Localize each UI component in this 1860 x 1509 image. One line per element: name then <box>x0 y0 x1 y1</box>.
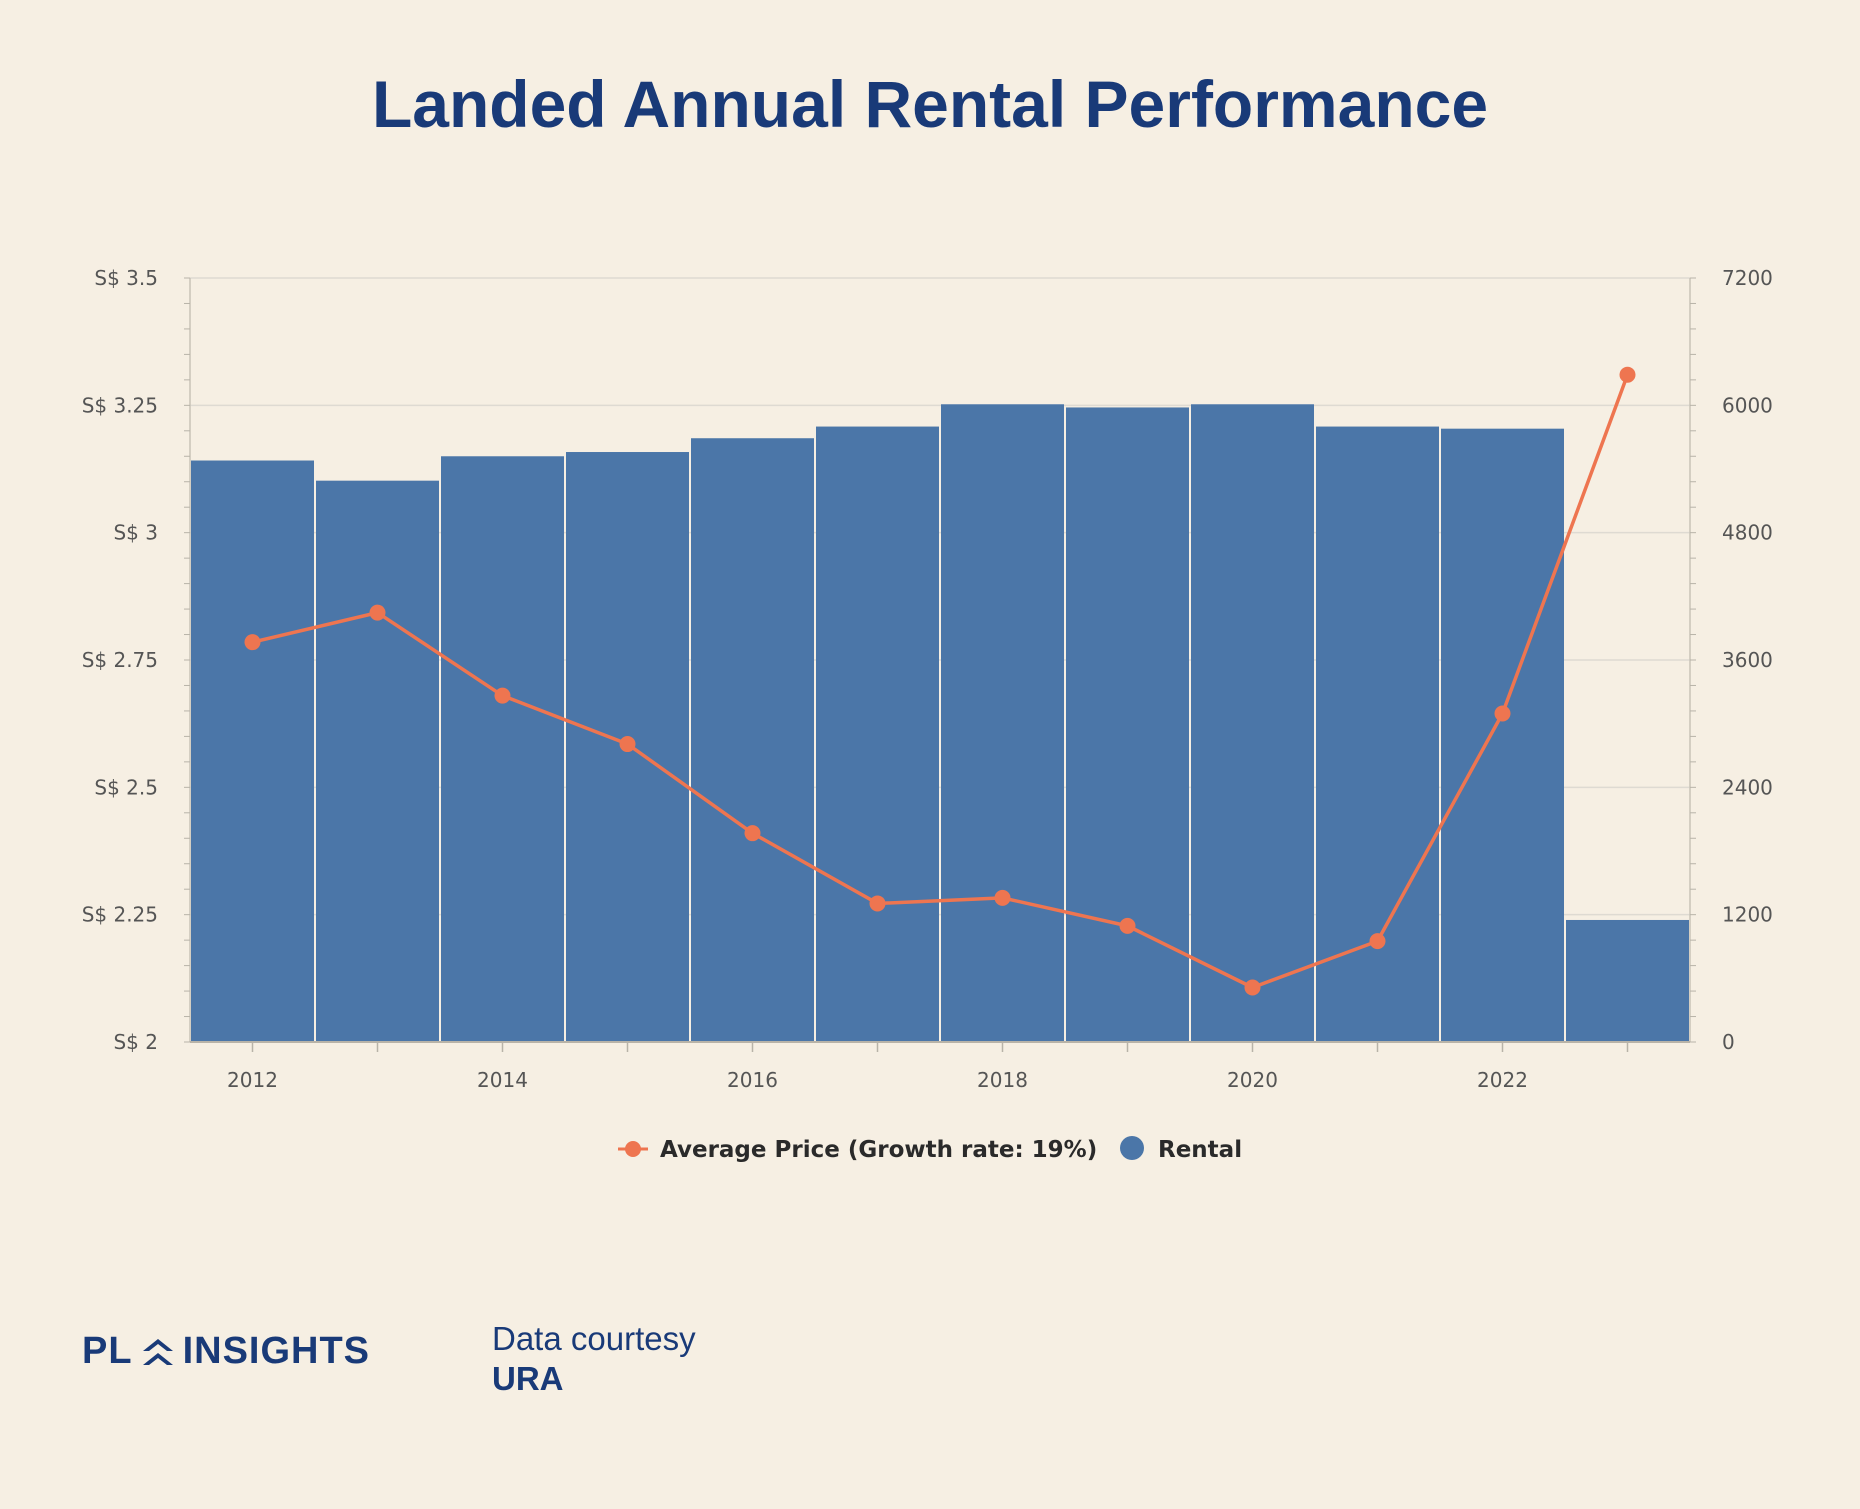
legend-bar-swatch <box>1120 1136 1144 1160</box>
rental-bar <box>316 480 439 1042</box>
left-tick-label: S$ 3.25 <box>82 393 158 417</box>
average-price-point <box>244 634 261 651</box>
x-axis-ticks: 2012 2014 2016 2018 2020 2022 <box>227 1042 1629 1092</box>
page-title: Landed Annual Rental Performance <box>371 67 1489 141</box>
left-tick-label: S$ 2.25 <box>82 903 158 927</box>
right-tick-label: 6000 <box>1722 393 1773 417</box>
data-courtesy: Data courtesy URA <box>492 1320 696 1398</box>
brand-chevron-icon <box>142 1338 173 1365</box>
brand-text-b: INSIGHTS <box>182 1330 371 1372</box>
rental-bar <box>1066 407 1189 1042</box>
x-tick-label: 2018 <box>977 1068 1028 1092</box>
average-price-point <box>1119 917 1136 934</box>
legend-item-rental[interactable]: Rental <box>1120 1136 1242 1163</box>
right-tick-label: 7200 <box>1722 266 1773 290</box>
right-tick-label: 3600 <box>1722 648 1773 672</box>
average-price-point <box>369 604 386 621</box>
rental-bar <box>1566 919 1689 1042</box>
average-price-point <box>1619 366 1636 383</box>
left-axis-ticks: S$ 2 S$ 2.25 S$ 2.5 S$ 2.75 S$ 3 S$ 3.25 S$ 3.… <box>82 266 158 1054</box>
left-tick-label: S$ 3.5 <box>94 266 158 290</box>
rental-bar <box>1191 404 1314 1042</box>
left-tick-label: S$ 3 <box>113 521 158 545</box>
average-price-point <box>994 889 1011 906</box>
average-price-point <box>744 825 761 842</box>
brand-logo: PL INSIGHTS <box>82 1330 370 1373</box>
axes <box>184 277 1696 1043</box>
left-tick-label: S$ 2.75 <box>82 648 158 672</box>
rental-bar <box>1441 428 1564 1043</box>
courtesy-label: Data courtesy <box>492 1320 696 1357</box>
average-price-line <box>244 366 1636 996</box>
x-tick-label: 2022 <box>1477 1068 1528 1092</box>
x-tick-label: 2016 <box>727 1068 778 1092</box>
left-tick-label: S$ 2 <box>113 1030 158 1054</box>
average-price-point <box>1494 705 1511 722</box>
legend-label-average-price: Average Price (Growth rate: 19%) <box>660 1137 1097 1163</box>
right-axis-ticks: 0 1200 2400 3600 4800 6000 7200 <box>1722 266 1773 1054</box>
legend-line-marker <box>625 1141 641 1157</box>
average-price-point <box>619 736 636 753</box>
left-tick-label: S$ 2.5 <box>94 775 158 799</box>
rental-bar <box>441 456 564 1042</box>
right-tick-label: 1200 <box>1722 903 1773 927</box>
average-price-polyline <box>252 374 1630 990</box>
brand-text-a: PL <box>82 1330 133 1372</box>
rental-bar <box>691 438 814 1042</box>
rental-bar <box>1316 426 1439 1042</box>
rental-bars <box>191 404 1689 1043</box>
right-tick-label: 4800 <box>1722 521 1773 545</box>
x-tick-label: 2012 <box>227 1068 278 1092</box>
average-price-point <box>869 895 886 912</box>
legend[interactable]: Average Price (Growth rate: 19%) Rental <box>618 1136 1242 1163</box>
rental-bar <box>941 404 1064 1042</box>
rental-bar <box>191 460 314 1042</box>
x-tick-label: 2014 <box>477 1068 528 1092</box>
legend-label-rental: Rental <box>1158 1137 1242 1163</box>
average-price-point <box>1369 933 1386 950</box>
right-tick-label: 0 <box>1722 1030 1735 1054</box>
legend-item-average-price[interactable]: Average Price (Growth rate: 19%) <box>618 1137 1097 1163</box>
x-tick-label: 2020 <box>1227 1068 1278 1092</box>
rental-bar <box>816 426 939 1042</box>
courtesy-source: URA <box>492 1360 564 1397</box>
right-tick-label: 2400 <box>1722 775 1773 799</box>
average-price-point <box>1244 979 1261 996</box>
average-price-point <box>494 687 511 704</box>
